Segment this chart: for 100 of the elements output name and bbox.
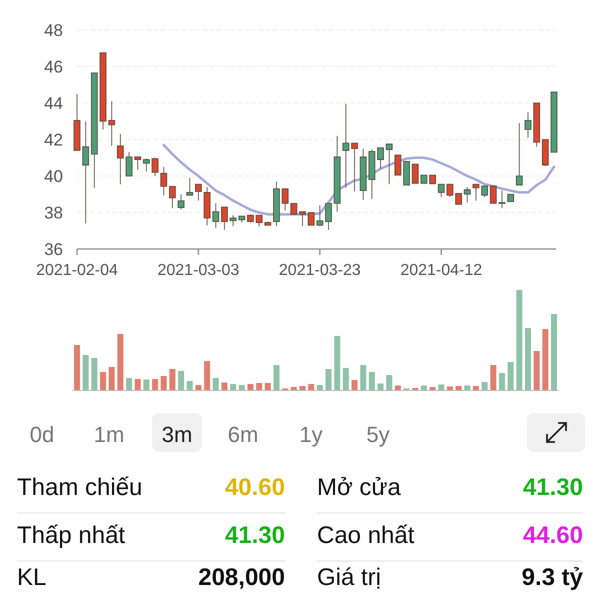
candlestick xyxy=(178,194,184,210)
bar xyxy=(299,386,306,390)
x-tick-label: 2021-03-03 xyxy=(157,262,240,279)
bar xyxy=(91,358,98,390)
candlestick xyxy=(204,186,210,226)
candlestick xyxy=(308,212,315,226)
candlestick xyxy=(516,122,523,186)
candlestick xyxy=(195,184,202,201)
candlestick xyxy=(334,135,341,212)
candlestick xyxy=(386,144,393,185)
bar xyxy=(430,387,436,390)
bar xyxy=(212,378,219,390)
text: Thấp nhất xyxy=(17,522,126,549)
text: 208,000 xyxy=(198,564,285,591)
bar xyxy=(256,383,262,390)
y-tick-label: 40 xyxy=(44,166,63,186)
bar xyxy=(230,384,236,390)
bar xyxy=(456,386,462,390)
bar xyxy=(352,380,358,390)
bar xyxy=(516,290,522,390)
bar xyxy=(108,367,115,390)
y-tick-label: 38 xyxy=(44,203,63,222)
text: 5y xyxy=(366,422,390,447)
y-tick-label: 36 xyxy=(44,240,63,259)
bar xyxy=(490,365,496,390)
bar xyxy=(420,386,427,390)
bar xyxy=(74,345,80,390)
candlestick xyxy=(325,202,332,230)
bar xyxy=(152,379,158,390)
candlestick xyxy=(74,93,80,151)
bar xyxy=(160,376,167,390)
bar xyxy=(143,380,150,390)
bar xyxy=(238,385,245,390)
candlestick xyxy=(290,202,298,215)
bar xyxy=(438,384,444,390)
bar xyxy=(290,387,297,390)
candlestick xyxy=(186,177,194,196)
candlestick xyxy=(169,186,176,209)
bar xyxy=(446,386,453,390)
bar xyxy=(394,386,401,390)
bar xyxy=(378,384,384,390)
y-tick-label: 48 xyxy=(44,20,63,40)
text: 9.3 tỷ xyxy=(522,564,584,591)
bar xyxy=(342,368,349,390)
candlestick xyxy=(108,100,116,146)
bar xyxy=(360,365,366,390)
bar xyxy=(247,384,254,390)
text: 1m xyxy=(94,422,124,447)
bar xyxy=(169,369,176,390)
bar xyxy=(195,385,202,390)
text: 0d xyxy=(30,422,54,447)
bar xyxy=(482,382,488,390)
bar xyxy=(542,329,548,390)
candlestick xyxy=(100,52,106,130)
candlestick xyxy=(316,204,324,227)
candlestick xyxy=(82,120,90,224)
bar xyxy=(178,371,184,390)
candlestick xyxy=(533,102,540,148)
text: 6m xyxy=(228,422,258,447)
y-tick-label: 42 xyxy=(44,130,63,150)
bar xyxy=(534,351,540,390)
candlestick xyxy=(264,221,272,226)
candlestick xyxy=(212,202,220,228)
candlestick xyxy=(160,166,168,196)
y-tick-label: 46 xyxy=(44,57,63,76)
bar xyxy=(273,365,280,390)
candlestick xyxy=(412,164,419,184)
line-series xyxy=(162,144,556,216)
y-tick-label: 44 xyxy=(44,94,63,113)
bar xyxy=(316,385,323,390)
text: KL xyxy=(17,564,46,591)
candlestick xyxy=(498,190,506,208)
bar xyxy=(221,382,228,390)
candlestick xyxy=(490,186,497,204)
candlestick xyxy=(550,92,558,153)
bar xyxy=(204,361,210,390)
bar xyxy=(82,355,89,390)
text: Giá trị xyxy=(317,564,382,591)
candlestick xyxy=(507,194,514,202)
bar xyxy=(464,386,470,390)
x-tick-label: 2021-04-12 xyxy=(400,262,482,279)
bar xyxy=(508,362,514,390)
text: Mở cửa xyxy=(317,474,402,501)
candlestick xyxy=(438,184,445,198)
text: 41.30 xyxy=(224,522,285,549)
candlestick xyxy=(90,72,98,188)
candlestick xyxy=(360,148,367,200)
x-tick-label: 2021-02-04 xyxy=(36,262,118,279)
text: 1y xyxy=(299,422,323,447)
bar xyxy=(368,372,375,390)
bar xyxy=(498,373,505,390)
candlestick xyxy=(542,139,549,166)
bar xyxy=(186,381,193,390)
text: Tham chiếu xyxy=(17,474,142,501)
bar xyxy=(126,378,132,390)
bar xyxy=(326,369,332,390)
bar xyxy=(134,379,141,390)
candlestick xyxy=(464,186,471,203)
bar xyxy=(334,336,340,390)
text: Cao nhất xyxy=(317,522,415,549)
